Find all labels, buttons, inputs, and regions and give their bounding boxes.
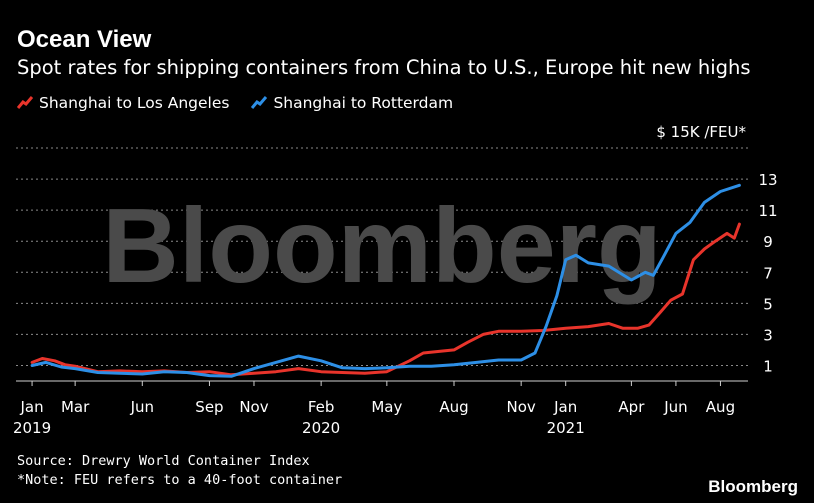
legend-item-los-angeles: Shanghai to Los Angeles xyxy=(17,94,229,112)
x-axis: Jan 2019 Mar Jun Sep Nov Feb 2020 May Aug Nov Jan 20… xyxy=(13,381,735,437)
source-text: Source: Drewry World Container Index xyxy=(17,453,310,469)
x-tick-label: Jun xyxy=(130,398,154,416)
series-line-rotterdam xyxy=(30,183,741,378)
x-tick-label: Jan xyxy=(19,398,43,416)
legend-swatch-los-angeles xyxy=(17,96,33,109)
gridlines xyxy=(16,147,748,382)
chart-title: Ocean View xyxy=(17,26,152,53)
legend-item-rotterdam: Shanghai to Rotterdam xyxy=(251,94,453,112)
source-note: Source: Drewry World Container Index *No… xyxy=(17,452,342,490)
bloomberg-logo: Bloomberg xyxy=(708,477,798,496)
legend-swatch-rotterdam xyxy=(251,96,268,109)
x-tick-label: Aug xyxy=(439,398,468,416)
y-tick-label: 11 xyxy=(758,202,777,220)
x-year-label: 2021 xyxy=(547,419,585,437)
x-tick-label: Jun xyxy=(663,398,687,416)
legend-label-rotterdam: Shanghai to Rotterdam xyxy=(273,94,454,112)
x-tick-label: Nov xyxy=(239,398,268,416)
x-tick-label: May xyxy=(371,398,402,416)
feu-note: *Note: FEU refers to a 40-foot container xyxy=(17,472,343,488)
x-tick-label: Feb xyxy=(308,398,335,416)
y-tick-label: 5 xyxy=(763,295,773,313)
x-tick-label: Nov xyxy=(507,398,536,416)
x-tick-label: Mar xyxy=(61,398,90,416)
legend: Shanghai to Los Angeles Shanghai to Rott… xyxy=(17,94,475,112)
series-line-los-angeles xyxy=(30,222,741,377)
y-tick-label: 13 xyxy=(758,171,777,189)
x-tick-label: Jan xyxy=(553,398,577,416)
bloomberg-watermark: Bloomberg xyxy=(102,187,661,305)
y-tick-label: 3 xyxy=(763,326,773,344)
legend-label-los-angeles: Shanghai to Los Angeles xyxy=(39,94,230,112)
x-tick-label: Sep xyxy=(195,398,223,416)
chart-subtitle: Spot rates for shipping containers from … xyxy=(17,56,751,79)
y-tick-label: 9 xyxy=(763,233,773,251)
x-tick-label: Apr xyxy=(618,398,645,416)
y-tick-label: 1 xyxy=(763,357,773,375)
x-year-label: 2019 xyxy=(13,419,51,437)
x-year-label: 2020 xyxy=(302,419,340,437)
y-axis-unit-label: $ 15K /FEU* xyxy=(656,123,746,141)
y-tick-label: 7 xyxy=(763,264,773,282)
series-lines xyxy=(30,183,741,378)
x-tick-label: Aug xyxy=(706,398,735,416)
